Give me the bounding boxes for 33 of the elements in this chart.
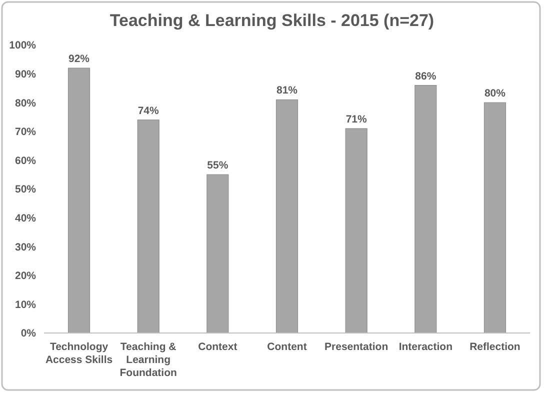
data-label: 80% [484, 88, 506, 100]
y-tick-label: 30% [14, 241, 37, 254]
data-label: 74% [138, 104, 160, 117]
data-label: 92% [68, 53, 90, 66]
x-tick-label: Teaching & Learning Foundation [120, 341, 177, 379]
y-tick-label: 90% [14, 68, 37, 80]
bar [68, 68, 90, 334]
y-tick-label: 40% [14, 212, 37, 224]
y-tick-label: 100% [9, 40, 37, 52]
y-tick-label: 20% [14, 270, 37, 282]
data-label: 86% [415, 70, 437, 82]
data-label: 55% [207, 160, 229, 172]
bar [345, 128, 368, 334]
x-tick-label: Context [198, 341, 238, 353]
y-tick-label: 50% [14, 184, 37, 196]
chart-title: Teaching & Learning Skills - 2015 (n=27) [110, 11, 434, 30]
y-tick-label: 80% [14, 97, 37, 110]
x-tick-label: Technology Access Skills [45, 341, 113, 366]
x-tick-label: Content [267, 341, 308, 353]
bar [414, 85, 437, 334]
y-tick-label: 70% [14, 126, 37, 138]
x-tick-label: Reflection [470, 341, 520, 353]
x-tick-label: Interaction [398, 341, 453, 353]
data-label: 71% [346, 114, 368, 126]
data-label: 81% [276, 84, 298, 97]
y-tick-label: 10% [14, 298, 37, 311]
bar [276, 99, 298, 334]
bar [206, 174, 229, 334]
y-tick-label: 0% [20, 328, 37, 340]
bar [137, 120, 160, 334]
y-tick-label: 60% [14, 154, 37, 167]
bar [484, 102, 506, 334]
x-tick-label: Presentation [324, 341, 388, 353]
